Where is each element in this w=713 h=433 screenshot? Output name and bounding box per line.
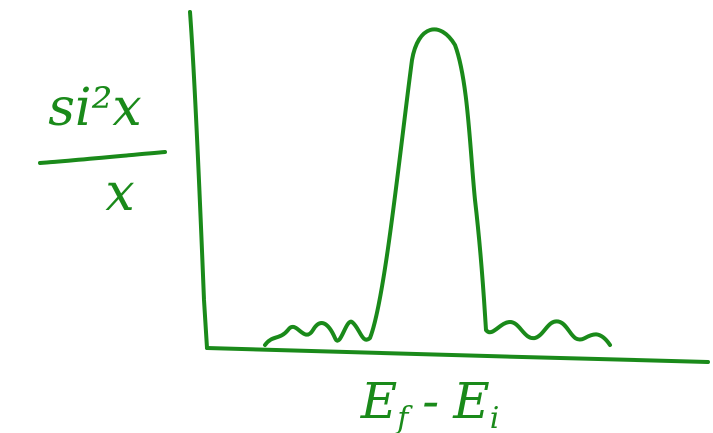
x-label-term: E [452, 372, 490, 430]
x-label-operator: - [422, 372, 439, 430]
sketch: si²x x Ef-Ei [0, 0, 713, 433]
x-label-subscript: i [490, 401, 500, 433]
y-label-denominator: x [105, 163, 134, 223]
x-label: Ef-Ei [360, 372, 500, 433]
x-label-term: E [360, 372, 398, 430]
y-label-numerator: si²x [48, 78, 142, 138]
page: si²x x Ef-Ei (() => { const data = JSON.… [0, 0, 713, 433]
